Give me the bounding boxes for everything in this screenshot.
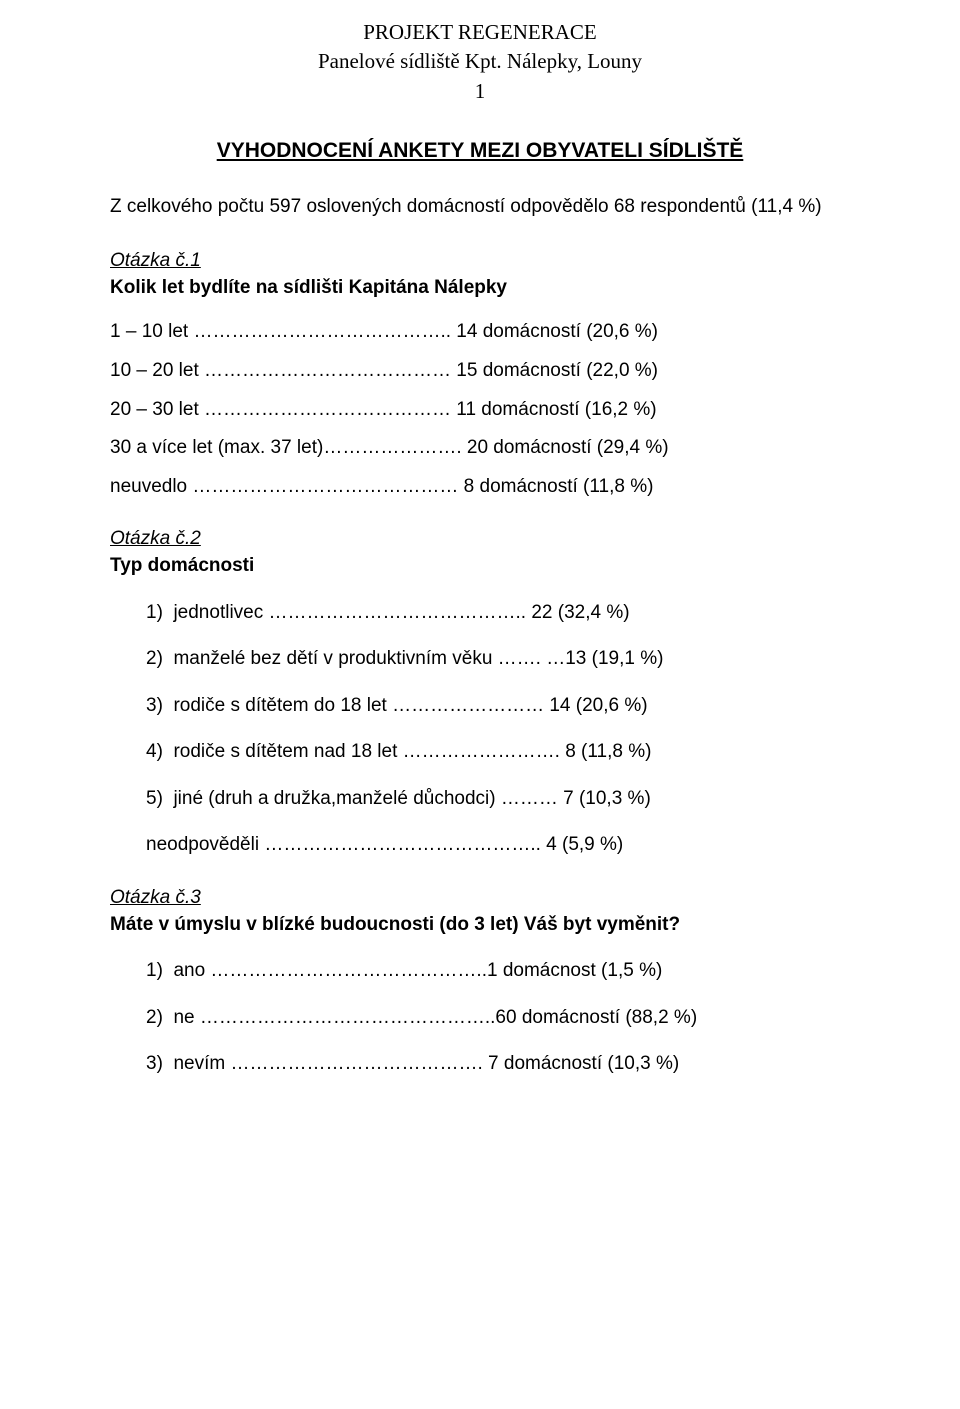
question-2-title: Typ domácnosti xyxy=(110,553,850,580)
document-page: PROJEKT REGENERACE Panelové sídliště Kpt… xyxy=(0,0,960,1138)
question-3-title: Máte v úmyslu v blízké budoucnosti (do 3… xyxy=(110,912,850,939)
question-1-answers: 1 – 10 let ………………………………….. 14 domácností… xyxy=(110,319,850,500)
q2-item: 5) jiné (druh a družka,manželé důchodci)… xyxy=(146,786,850,813)
q3-item-text: nevím …………………………………. 7 domácností (10,3 … xyxy=(173,1053,679,1074)
question-3-answers: 1) ano ……………………………………..1 domácnost (1,5 … xyxy=(110,958,850,1078)
q2-item-text: rodiče s dítětem do 18 let …………………… 14 (… xyxy=(173,695,647,716)
q2-item-text: manželé bez dětí v produktivním věku …….… xyxy=(173,648,663,669)
page-title: VYHODNOCENÍ ANKETY MEZI OBYVATELI SÍDLIŠ… xyxy=(110,136,850,165)
question-2-answers: 1) jednotlivec ………………………………….. 22 (32,4 … xyxy=(110,600,850,860)
q1-row: 10 – 20 let ………………………………… 15 domácností … xyxy=(110,358,850,385)
q2-item: 3) rodiče s dítětem do 18 let …………………… 1… xyxy=(146,693,850,720)
document-header: PROJEKT REGENERACE Panelové sídliště Kpt… xyxy=(110,18,850,106)
q3-item-text: ne ………………………………………..60 domácností (88,2 … xyxy=(173,1007,697,1028)
q3-item: 3) nevím …………………………………. 7 domácností (10… xyxy=(146,1051,850,1078)
q2-item: neodpověděli …………………………………….. 4 (5,9 %) xyxy=(146,832,850,859)
q3-item-text: ano ……………………………………..1 domácnost (1,5 %) xyxy=(173,960,662,981)
question-1-title: Kolik let bydlíte na sídlišti Kapitána N… xyxy=(110,275,850,302)
q2-item-text: rodiče s dítětem nad 18 let ……………………. 8 … xyxy=(173,741,651,762)
q2-item-text: jiné (druh a družka,manželé důchodci) ……… xyxy=(173,788,650,809)
header-line2: Panelové sídliště Kpt. Nálepky, Louny xyxy=(110,47,850,76)
q3-item: 2) ne ………………………………………..60 domácností (88… xyxy=(146,1005,850,1032)
question-1-label: Otázka č.1 xyxy=(110,248,850,275)
q2-item: 1) jednotlivec ………………………………….. 22 (32,4 … xyxy=(146,600,850,627)
q2-item: 4) rodiče s dítětem nad 18 let …………………….… xyxy=(146,739,850,766)
q2-item: 2) manželé bez dětí v produktivním věku … xyxy=(146,646,850,673)
page-number: 1 xyxy=(110,77,850,106)
q1-row: 30 a více let (max. 37 let)…………………. 20 d… xyxy=(110,435,850,462)
q2-item-text: neodpověděli …………………………………….. 4 (5,9 %) xyxy=(146,834,623,855)
question-2-label: Otázka č.2 xyxy=(110,526,850,553)
q2-item-text: jednotlivec ………………………………….. 22 (32,4 %) xyxy=(173,602,629,623)
intro-paragraph: Z celkového počtu 597 oslovených domácno… xyxy=(110,194,850,221)
q3-item: 1) ano ……………………………………..1 domácnost (1,5 … xyxy=(146,958,850,985)
question-3-label: Otázka č.3 xyxy=(110,885,850,912)
q1-row: neuvedlo …………………………………… 8 domácností (11… xyxy=(110,474,850,501)
header-line1: PROJEKT REGENERACE xyxy=(110,18,850,47)
q1-row: 1 – 10 let ………………………………….. 14 domácností… xyxy=(110,319,850,346)
q1-row: 20 – 30 let ………………………………… 11 domácností … xyxy=(110,397,850,424)
